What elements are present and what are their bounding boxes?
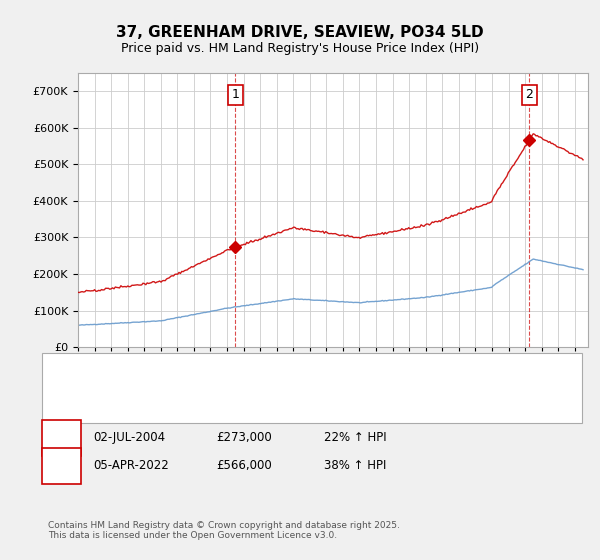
- Text: 02-JUL-2004: 02-JUL-2004: [93, 431, 165, 445]
- Text: 38% ↑ HPI: 38% ↑ HPI: [324, 459, 386, 473]
- Text: Contains HM Land Registry data © Crown copyright and database right 2025.
This d: Contains HM Land Registry data © Crown c…: [48, 521, 400, 540]
- Text: 1: 1: [58, 431, 66, 445]
- Text: £566,000: £566,000: [216, 459, 272, 473]
- Text: HPI: Average price, detached house, Isle of Wight: HPI: Average price, detached house, Isle…: [108, 379, 366, 389]
- Text: 05-APR-2022: 05-APR-2022: [93, 459, 169, 473]
- Text: 1: 1: [232, 88, 239, 101]
- Text: 22% ↑ HPI: 22% ↑ HPI: [324, 431, 386, 445]
- Text: 2: 2: [58, 459, 66, 473]
- Text: 37, GREENHAM DRIVE, SEAVIEW, PO34 5LD (detached house): 37, GREENHAM DRIVE, SEAVIEW, PO34 5LD (d…: [108, 362, 428, 372]
- Text: Price paid vs. HM Land Registry's House Price Index (HPI): Price paid vs. HM Land Registry's House …: [121, 42, 479, 55]
- Text: 2: 2: [525, 88, 533, 101]
- Text: £273,000: £273,000: [216, 431, 272, 445]
- Text: 37, GREENHAM DRIVE, SEAVIEW, PO34 5LD: 37, GREENHAM DRIVE, SEAVIEW, PO34 5LD: [116, 25, 484, 40]
